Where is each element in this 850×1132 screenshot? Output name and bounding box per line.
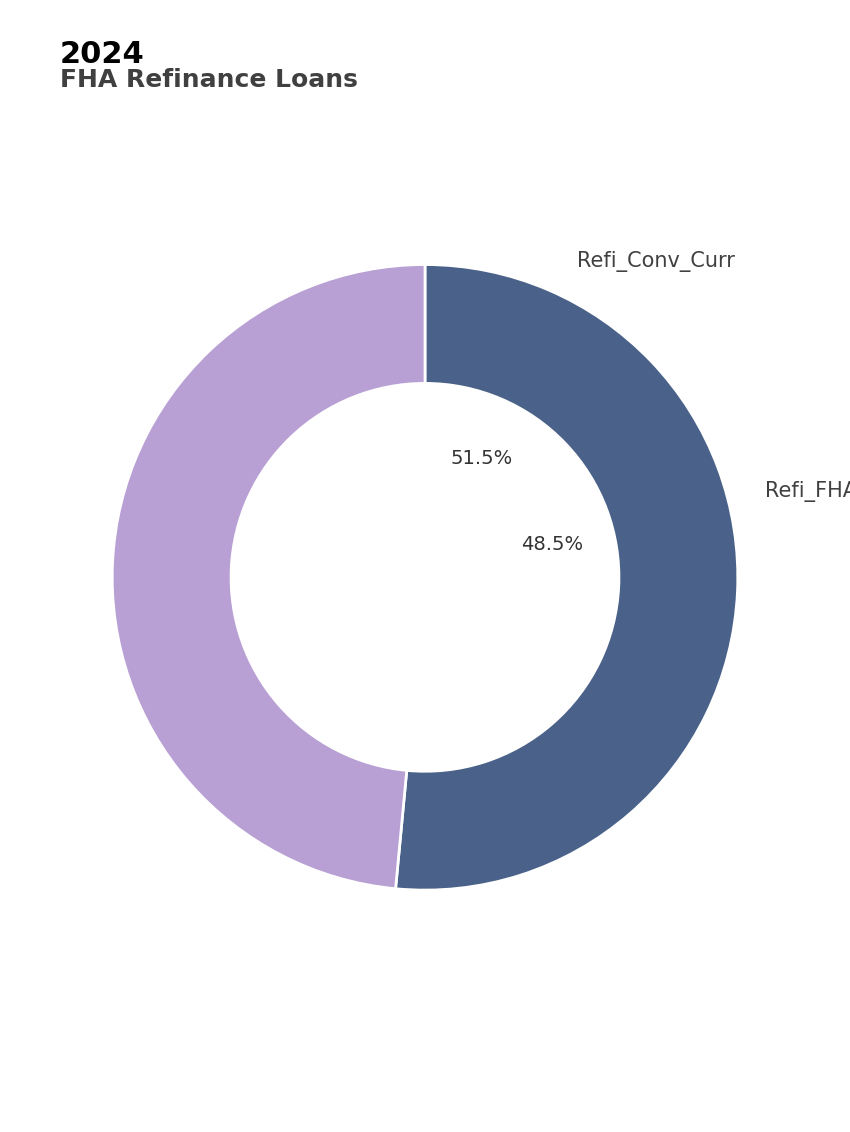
Text: Refi_FHA: Refi_FHA (764, 481, 850, 501)
Text: FHA Refinance Loans: FHA Refinance Loans (60, 68, 357, 92)
Text: Refi_Conv_Curr: Refi_Conv_Curr (577, 251, 735, 273)
Wedge shape (112, 265, 425, 889)
Wedge shape (395, 265, 738, 890)
Text: 51.5%: 51.5% (451, 449, 513, 469)
Text: 2024: 2024 (60, 40, 144, 69)
Text: 48.5%: 48.5% (521, 535, 583, 555)
